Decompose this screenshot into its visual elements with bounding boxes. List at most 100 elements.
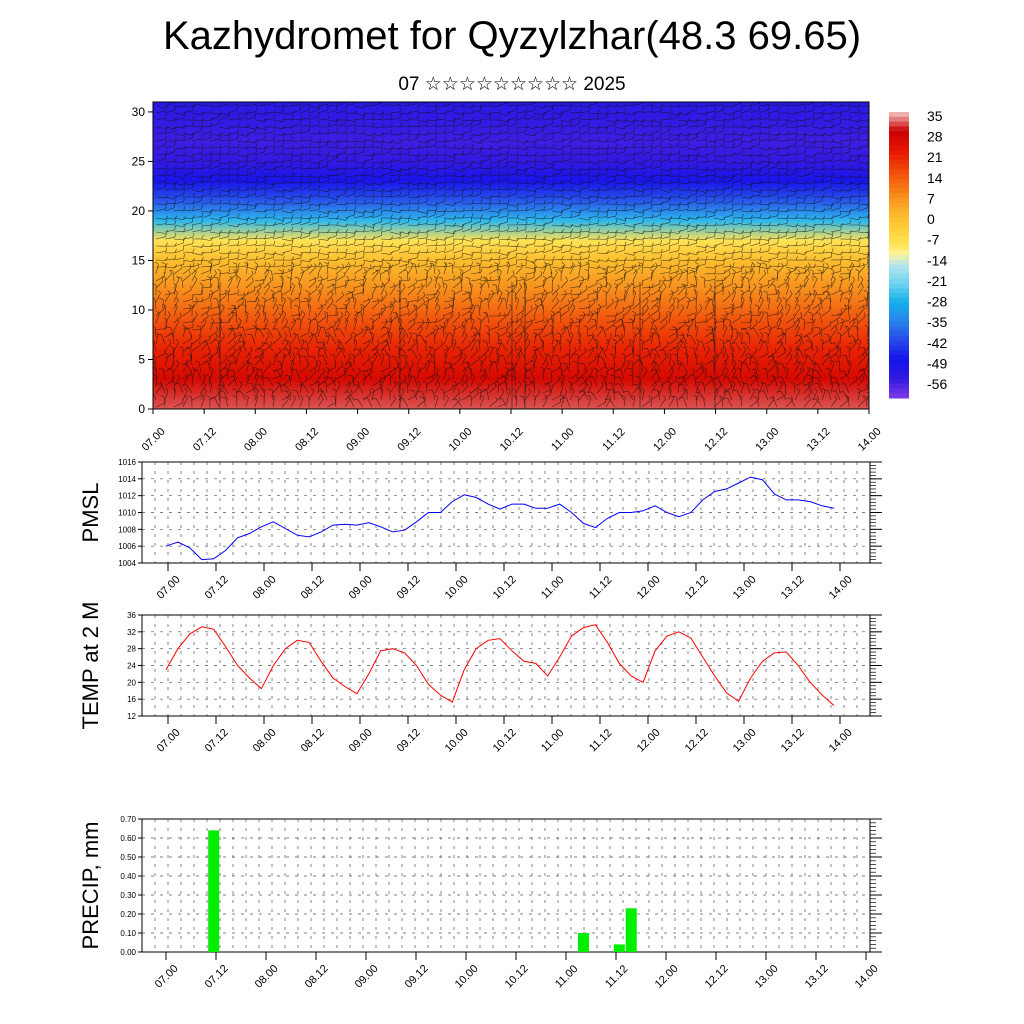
- x-tick-label: 07.12: [203, 963, 231, 991]
- colorbar-segment: [889, 183, 909, 189]
- colorbar: 35 28 21 14 7 0 -7 -14 -21 -28 -35 -42 -49 -56: [889, 108, 947, 399]
- y-tick-label: 0.40: [120, 872, 136, 881]
- x-tick-label: 13.12: [803, 963, 831, 991]
- colorbar-segment: [889, 131, 909, 137]
- colorbar-label: 7: [927, 190, 935, 206]
- x-tick-label: 11.00: [553, 963, 580, 990]
- x-tick-label: 08.00: [251, 574, 279, 602]
- colorbar-segment: [889, 150, 909, 156]
- y-tick-label: 1004: [118, 559, 136, 568]
- colorbar-segment: [889, 231, 909, 237]
- colorbar-label: -21: [927, 273, 947, 289]
- y-axis-title: PMSL: [78, 483, 103, 543]
- y-tick-label: 1010: [118, 509, 136, 518]
- x-tick-label: 08.00: [251, 727, 279, 755]
- colorbar-segment: [889, 374, 909, 380]
- x-tick-label: 12.00: [651, 426, 679, 454]
- colorbar-segment: [889, 393, 909, 399]
- pmsl-line: [165, 476, 835, 561]
- x-tick-label: 07.12: [203, 574, 231, 602]
- colorbar-segment: [889, 250, 909, 256]
- x-tick-label: 14.00: [827, 574, 855, 602]
- colorbar-segment: [889, 269, 909, 275]
- x-tick-label: 08.12: [293, 426, 321, 454]
- colorbar-segment: [889, 326, 909, 332]
- colorbar-segment: [889, 321, 909, 327]
- x-tick-label: 11.12: [600, 426, 627, 453]
- x-tick-label: 13.12: [779, 574, 807, 602]
- x-tick-label: 07.12: [203, 727, 231, 755]
- x-tick-label: 10.00: [447, 426, 475, 454]
- temp-line: [165, 624, 835, 706]
- colorbar-segment: [889, 121, 909, 127]
- colorbar-segment: [889, 350, 909, 356]
- x-tick-label: 07.00: [155, 574, 183, 602]
- x-tick-label: 09.00: [347, 574, 375, 602]
- x-tick-label: 08.12: [299, 727, 327, 755]
- x-tick-label: 11.12: [603, 963, 630, 990]
- colorbar-segment: [889, 364, 909, 370]
- x-tick-label: 13.12: [779, 727, 807, 755]
- colorbar-segment: [889, 202, 909, 208]
- colorbar-label: 14: [927, 170, 943, 186]
- x-tick-label: 07.00: [153, 963, 181, 991]
- chart-subtitle: 07 ☆☆☆☆☆☆☆☆☆ 2025: [398, 74, 626, 95]
- y-tick-label: 1014: [118, 475, 136, 484]
- colorbar-segment: [889, 197, 909, 204]
- y-tick-label: 0.20: [120, 910, 136, 919]
- colorbar-segment: [889, 112, 909, 118]
- x-tick-label: 10.12: [498, 426, 526, 454]
- colorbar-segment: [889, 188, 909, 194]
- colorbar-segment: [889, 145, 909, 151]
- x-tick-label: 12.12: [702, 426, 730, 454]
- colorbar-segment: [889, 355, 909, 361]
- y-axis-title: PRECIP, mm: [78, 822, 103, 950]
- x-tick-label: 12.12: [703, 963, 731, 991]
- x-tick-label: 07.00: [140, 426, 168, 454]
- colorbar-label: -14: [927, 252, 947, 268]
- x-tick-label: 07.12: [191, 426, 219, 454]
- colorbar-segment: [889, 293, 909, 299]
- colorbar-label: -7: [927, 232, 940, 248]
- colorbar-segment: [889, 307, 909, 313]
- y-tick-label: 25: [132, 154, 146, 168]
- x-tick-label: 07.00: [155, 727, 183, 755]
- y-tick-label: 0.10: [120, 929, 136, 938]
- colorbar-segment: [889, 255, 909, 261]
- x-tick-label: 10.00: [443, 727, 471, 755]
- x-tick-label: 09.12: [403, 963, 431, 991]
- colorbar-segment: [889, 264, 909, 270]
- colorbar-label: -56: [927, 376, 947, 392]
- y-tick-label: 15: [132, 253, 146, 267]
- colorbar-segment: [889, 126, 909, 132]
- colorbar-segment: [889, 336, 909, 342]
- colorbar-segment: [889, 135, 909, 142]
- colorbar-label: -35: [927, 314, 947, 330]
- colorbar-segment: [889, 288, 909, 294]
- pmsl-panel: 1004 1006 1008 1010 1012 1014 1016 07.00 07.12 08…: [78, 458, 882, 602]
- colorbar-segment: [889, 345, 909, 351]
- x-tick-label: 12.12: [683, 574, 711, 602]
- x-tick-label: 14.00: [827, 727, 855, 755]
- x-tick-label: 10.00: [443, 574, 471, 602]
- x-tick-label: 08.12: [303, 963, 331, 991]
- colorbar-label: -49: [927, 355, 947, 371]
- y-tick-label: 5: [138, 352, 145, 366]
- colorbar-segment: [889, 221, 909, 227]
- colorbar-segment: [889, 278, 909, 285]
- x-tick-label: 13.12: [805, 426, 833, 454]
- y-tick-label: 20: [127, 678, 136, 687]
- x-tick-label: 13.00: [731, 574, 759, 602]
- x-tick-label: 09.00: [353, 963, 381, 991]
- x-tick-label: 10.12: [491, 727, 519, 755]
- colorbar-segment: [889, 154, 909, 161]
- y-tick-label: 24: [127, 662, 136, 671]
- colorbar-segment: [889, 312, 909, 318]
- y-tick-label: 36: [127, 611, 136, 620]
- y-axis-title: TEMP at 2 M: [78, 602, 103, 730]
- colorbar-segment: [889, 235, 909, 242]
- x-tick-label: 11.12: [587, 727, 614, 754]
- colorbar-segment: [889, 240, 909, 246]
- wind-barbs: [153, 102, 869, 408]
